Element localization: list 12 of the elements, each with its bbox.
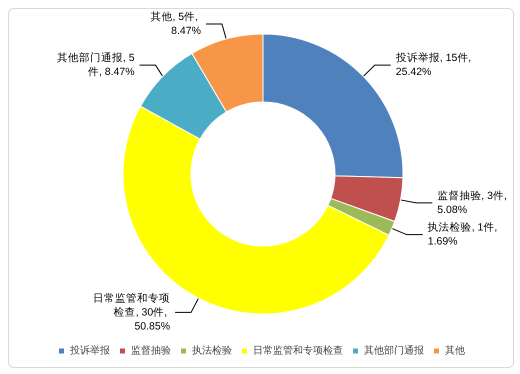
data-label: 投诉举报, 15件, 25.42% bbox=[394, 51, 474, 78]
data-label: 监督抽验, 3件, 5.08% bbox=[437, 188, 510, 216]
data-label: 日常监管和专项检查, 30件, 50.85% bbox=[93, 291, 170, 332]
legend-label: 其他 bbox=[445, 344, 465, 356]
legend-label: 日常监管和专项检查 bbox=[253, 344, 343, 356]
legend-label: 执法检验 bbox=[192, 344, 232, 356]
legend-label: 投诉举报 bbox=[69, 344, 110, 356]
legend-label: 监督抽验 bbox=[131, 344, 171, 356]
legend-label: 其他部门通报 bbox=[364, 344, 424, 356]
data-label: 其他部门通报, 5件, 8.47% bbox=[56, 51, 135, 78]
data-label: 执法检验, 1件, 1.69% bbox=[428, 220, 500, 248]
data-label: 其他, 5件, 8.47% bbox=[150, 10, 201, 37]
